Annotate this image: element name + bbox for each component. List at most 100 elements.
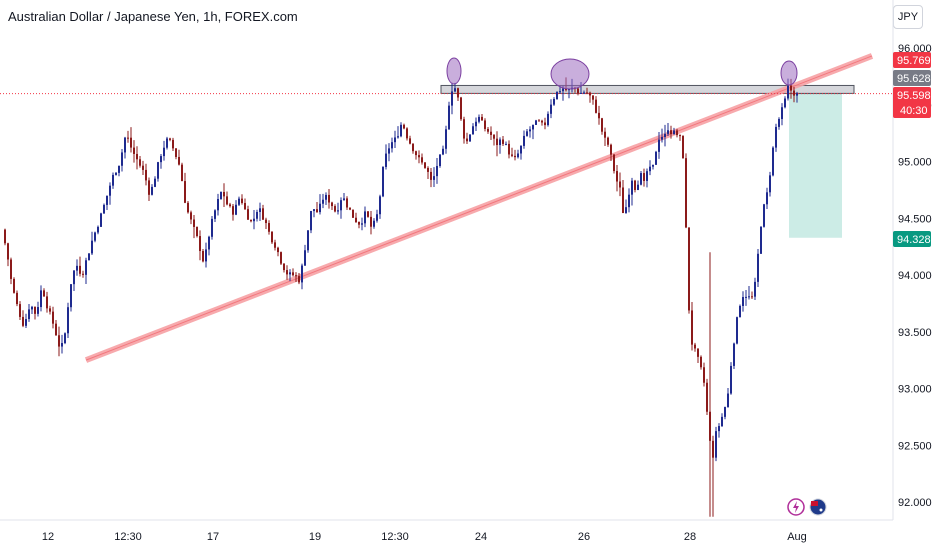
- candle: [355, 212, 357, 223]
- candle: [109, 182, 111, 205]
- peak-circle-1[interactable]: [446, 57, 462, 85]
- candle: [628, 188, 630, 213]
- currency-button[interactable]: JPY: [893, 5, 923, 29]
- candle: [781, 103, 783, 126]
- candle: [13, 277, 15, 294]
- candle: [238, 196, 240, 207]
- australia-flag-icon[interactable]: [809, 498, 827, 516]
- candle: [391, 137, 393, 153]
- candle: [508, 140, 510, 159]
- candle: [451, 82, 453, 115]
- candle: [325, 192, 327, 206]
- candle: [772, 146, 774, 177]
- candle: [739, 304, 741, 318]
- x-tick-label: Aug: [787, 531, 807, 543]
- candle: [406, 127, 408, 141]
- candle: [283, 263, 285, 273]
- candle: [187, 200, 189, 214]
- candle: [553, 97, 555, 106]
- candle: [25, 313, 27, 329]
- candle: [169, 137, 171, 142]
- resistance-layer: [440, 84, 855, 94]
- svg-text:95.769: 95.769: [897, 55, 931, 67]
- candle: [367, 211, 369, 218]
- chart-title: Australian Dollar / Japanese Yen, 1h, FO…: [8, 9, 298, 24]
- candle: [643, 168, 645, 187]
- candle: [136, 146, 138, 170]
- candle: [337, 202, 339, 215]
- candle: [658, 132, 660, 159]
- candle: [556, 91, 558, 100]
- candle: [463, 116, 465, 144]
- x-tick-label: 12:30: [114, 531, 142, 543]
- candle: [421, 153, 423, 165]
- candle: [514, 149, 516, 161]
- candle: [40, 285, 42, 312]
- y-tick-label: 92.500: [898, 440, 932, 452]
- candle: [694, 342, 696, 352]
- candle: [760, 226, 762, 254]
- candle: [697, 348, 699, 363]
- candle: [481, 114, 483, 121]
- target-zone-layer: [789, 93, 842, 238]
- svg-text:95.628: 95.628: [897, 73, 931, 85]
- candle: [289, 269, 291, 282]
- candle: [229, 202, 231, 208]
- x-tick-label: 12: [42, 531, 54, 543]
- candle: [700, 355, 702, 370]
- lightning-icon[interactable]: [787, 498, 805, 516]
- high-price-tag: 95.769: [893, 52, 931, 68]
- candle: [646, 168, 648, 188]
- peak-circle-2[interactable]: [550, 58, 590, 90]
- candle: [640, 170, 642, 186]
- candle: [121, 149, 123, 172]
- candle: [775, 123, 777, 152]
- time-axis: 12 12:30 17 19 12:30 24 26 28 Aug: [42, 531, 807, 543]
- candle: [691, 302, 693, 351]
- candle: [631, 177, 633, 206]
- candle: [232, 204, 234, 221]
- candle: [652, 164, 654, 170]
- candle: [145, 163, 147, 186]
- candle: [316, 201, 318, 213]
- candle: [265, 217, 267, 229]
- candle: [193, 215, 195, 239]
- candle: [7, 242, 9, 267]
- candle: [361, 217, 363, 231]
- candle: [208, 235, 210, 256]
- candle: [526, 129, 528, 137]
- candle: [106, 195, 108, 210]
- current-price-tag: 95.598 40:30: [893, 87, 931, 118]
- candle: [16, 290, 18, 307]
- candle: [730, 362, 732, 395]
- candle: [211, 216, 213, 240]
- candle: [532, 124, 534, 140]
- candle: [292, 268, 294, 277]
- peak-circle-3[interactable]: [780, 60, 798, 86]
- candle: [241, 194, 243, 205]
- candle: [256, 209, 258, 222]
- candle: [58, 326, 60, 357]
- candle: [742, 291, 744, 312]
- candle: [112, 172, 114, 189]
- candle: [43, 288, 45, 297]
- candle: [142, 160, 144, 175]
- candle: [184, 172, 186, 204]
- candle: [190, 210, 192, 225]
- candle: [439, 154, 441, 168]
- candle: [148, 177, 150, 202]
- candle: [766, 187, 768, 209]
- candle: [793, 86, 795, 103]
- candle: [22, 310, 24, 328]
- candle: [340, 197, 342, 219]
- candle: [217, 193, 219, 216]
- candle: [103, 203, 105, 214]
- candle: [298, 272, 300, 285]
- chart-area: [0, 53, 893, 517]
- candle: [607, 136, 609, 147]
- candle: [583, 90, 585, 95]
- candle: [679, 134, 681, 141]
- candle: [160, 153, 162, 169]
- candle: [727, 387, 729, 408]
